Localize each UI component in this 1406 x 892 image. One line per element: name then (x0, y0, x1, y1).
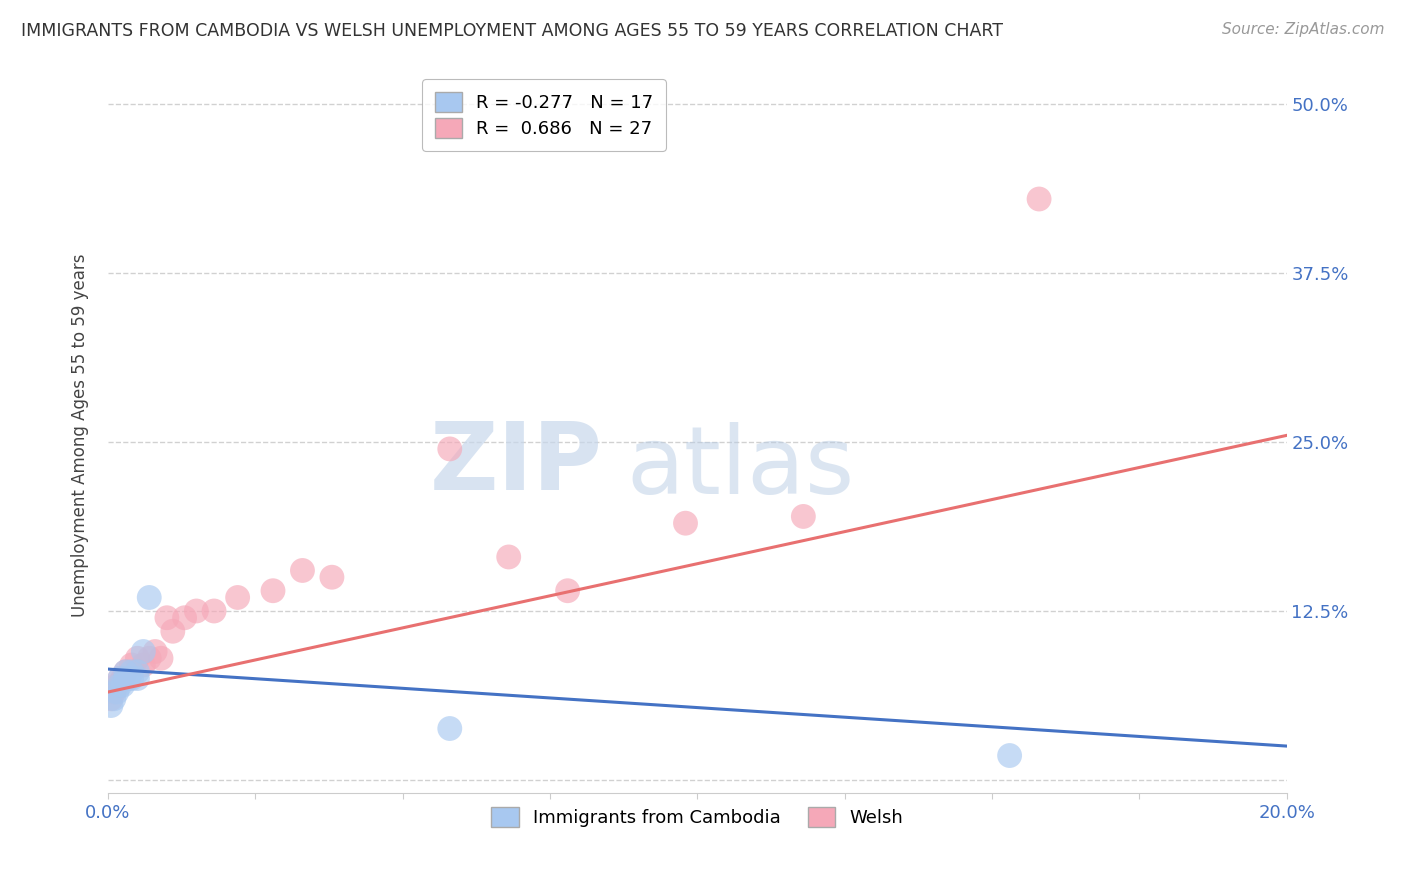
Point (111, 672, 134, 686)
Point (557, 583, 579, 598)
Point (498, 549, 520, 564)
Point (186, 604, 208, 618)
Point (114, 672, 136, 686)
Point (100, 691, 122, 706)
Point (121, 665, 143, 679)
Point (150, 651, 173, 665)
Point (121, 658, 143, 673)
Text: ZIP: ZIP (430, 418, 603, 510)
Y-axis label: Unemployment Among Ages 55 to 59 years: Unemployment Among Ages 55 to 59 years (72, 253, 89, 617)
Point (111, 678, 134, 692)
Point (143, 644, 166, 658)
Point (439, 442, 461, 456)
Point (127, 651, 149, 665)
Text: atlas: atlas (627, 422, 855, 514)
Point (105, 685, 128, 699)
Legend: Immigrants from Cambodia, Welsh: Immigrants from Cambodia, Welsh (484, 800, 910, 834)
Point (156, 611, 179, 625)
Point (138, 591, 160, 605)
Point (114, 665, 136, 679)
Point (105, 678, 128, 692)
Point (998, 748, 1021, 763)
Point (117, 672, 139, 686)
Point (321, 570, 343, 584)
Point (121, 672, 143, 686)
Text: IMMIGRANTS FROM CAMBODIA VS WELSH UNEMPLOYMENT AMONG AGES 55 TO 59 YEARS CORRELA: IMMIGRANTS FROM CAMBODIA VS WELSH UNEMPL… (21, 22, 1002, 40)
Point (675, 516, 697, 531)
Point (226, 591, 249, 605)
Point (173, 611, 195, 625)
Text: Source: ZipAtlas.com: Source: ZipAtlas.com (1222, 22, 1385, 37)
Point (262, 583, 284, 598)
Point (108, 678, 131, 692)
Point (132, 658, 155, 673)
Point (162, 624, 184, 639)
Point (103, 685, 125, 699)
Point (1028, 192, 1050, 206)
Point (138, 651, 160, 665)
Point (108, 672, 131, 686)
Point (202, 604, 225, 618)
Point (127, 665, 149, 679)
Point (291, 564, 314, 578)
Point (127, 672, 149, 686)
Point (792, 509, 814, 524)
Point (108, 672, 131, 686)
Point (114, 665, 136, 679)
Point (103, 691, 125, 706)
Point (439, 722, 461, 736)
Point (100, 698, 122, 713)
Point (132, 644, 155, 658)
